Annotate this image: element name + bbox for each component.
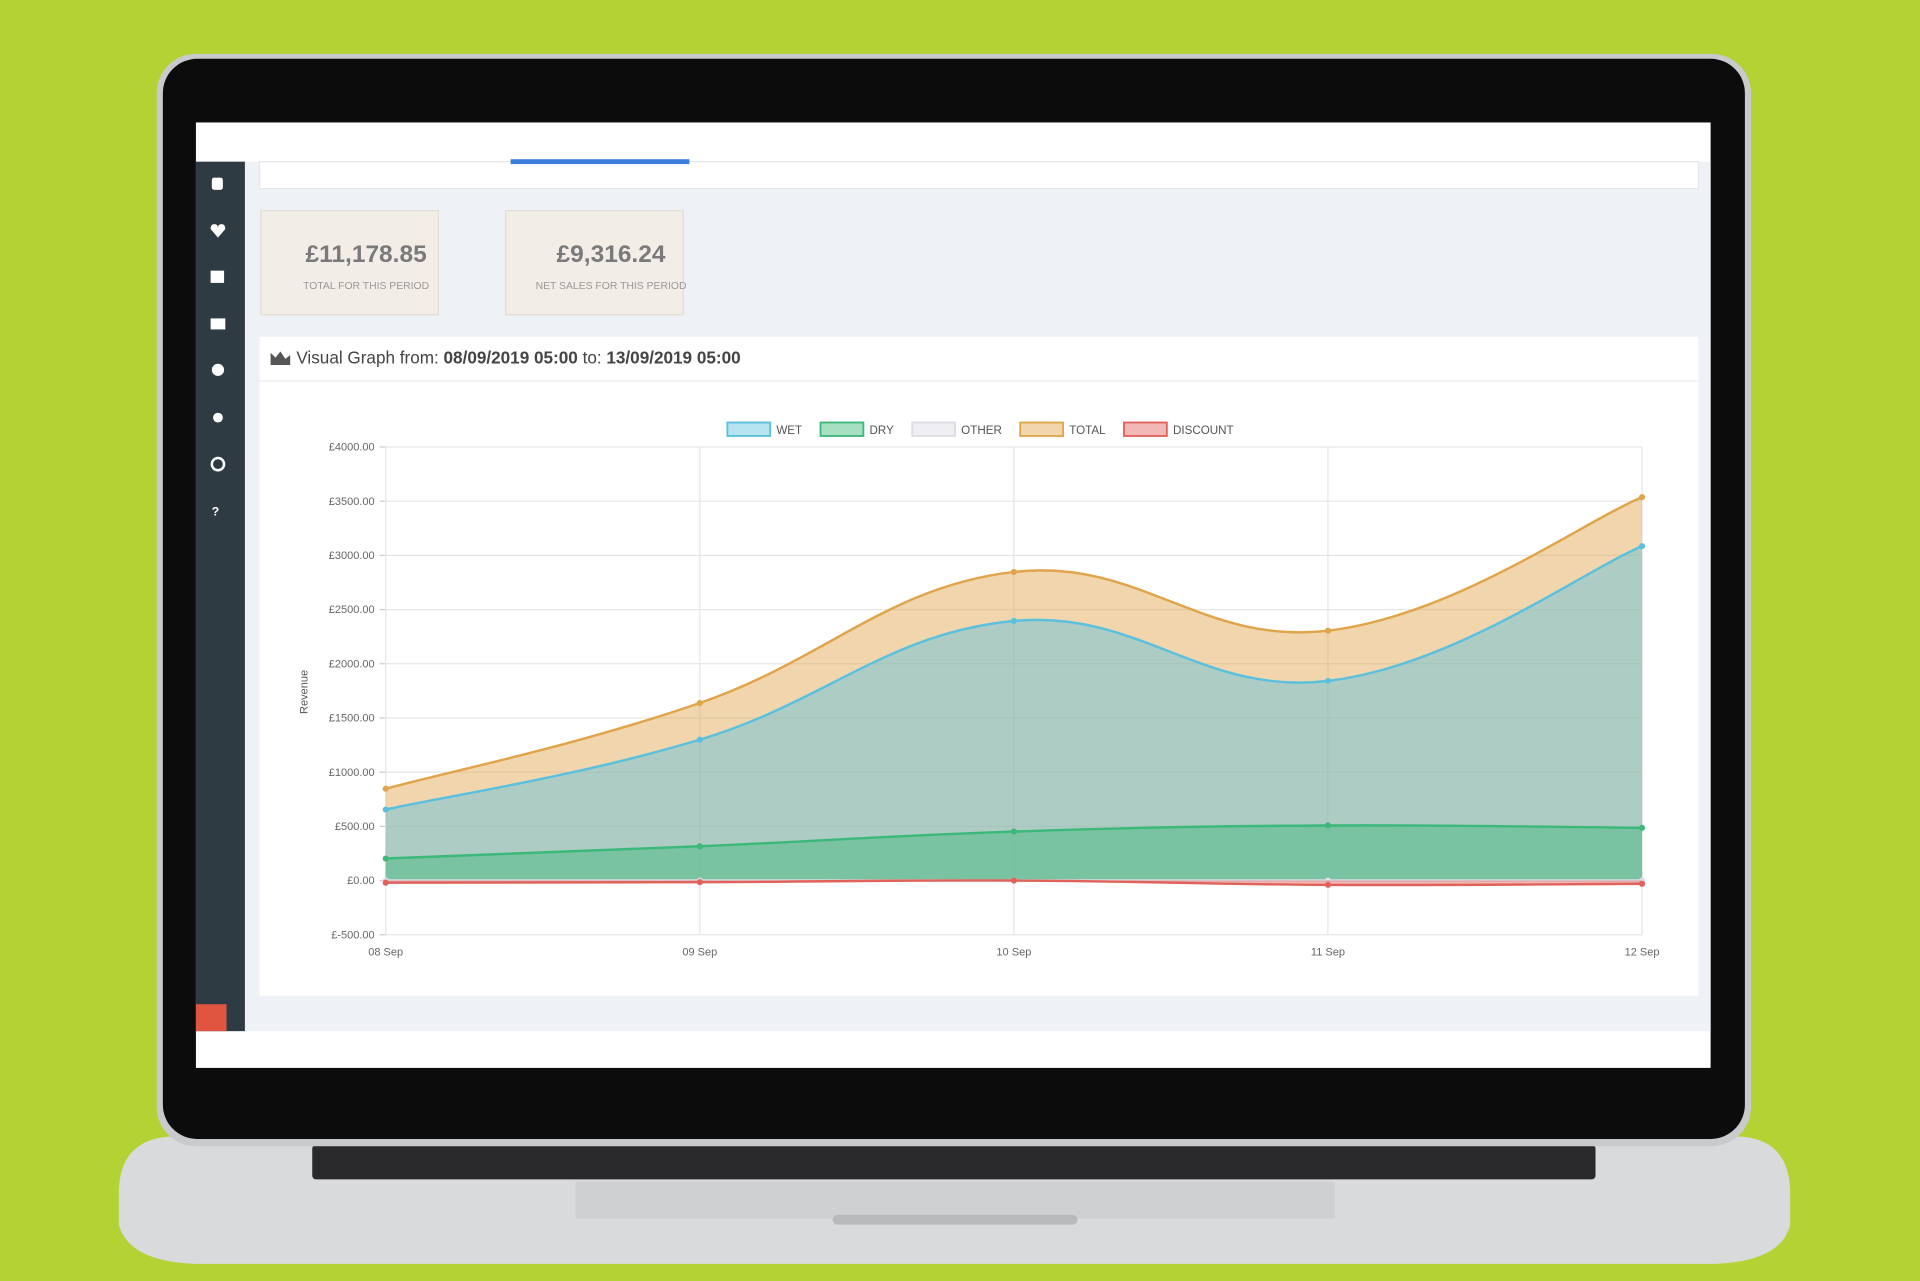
y-tick-label: £2000.00 — [329, 658, 375, 670]
trackpad — [575, 1181, 1335, 1219]
point — [382, 785, 389, 792]
point — [382, 879, 389, 886]
y-tick-label: £3500.00 — [329, 496, 375, 508]
point — [696, 699, 703, 707]
graph-header: Visual Graph from: 08/09/2019 05:00 to: … — [296, 348, 740, 368]
point — [696, 736, 703, 743]
point — [1010, 617, 1017, 625]
x-tick-label: 10 Sep — [996, 947, 1031, 959]
legend-label: DRY — [869, 424, 894, 437]
legend-label: OTHER — [961, 424, 1002, 437]
logo — [195, 1004, 227, 1032]
stat-value: £9,316.24 — [557, 241, 666, 268]
y-tick-label: £3000.00 — [329, 550, 375, 562]
stat-value: £11,178.85 — [306, 241, 427, 268]
point — [1638, 494, 1646, 501]
chart-icon — [270, 351, 291, 365]
icon[interactable] — [210, 456, 226, 472]
legend-swatch — [726, 421, 772, 437]
legend-label: TOTAL — [1069, 424, 1106, 437]
x-tick-label: 11 Sep — [1311, 947, 1345, 959]
y-tick-label: £2500.00 — [329, 604, 375, 616]
active-tab[interactable] — [510, 159, 690, 165]
icon[interactable] — [210, 224, 226, 238]
top-panel — [258, 161, 1699, 190]
point — [1638, 824, 1646, 831]
point — [1324, 822, 1332, 829]
point — [1324, 677, 1332, 684]
y-tick-label: £500.00 — [335, 821, 375, 833]
legend-swatch — [1123, 421, 1168, 437]
y-tick-label: £1500.00 — [329, 713, 375, 725]
y-tick-label: £1000.00 — [329, 767, 375, 779]
stat-label: TOTAL FOR THIS PERIOD — [303, 281, 429, 292]
header-from: 08/09/2019 05:00 — [444, 348, 578, 368]
stat-card — [505, 210, 684, 316]
point — [1324, 881, 1332, 888]
y-axis-title: Revenue — [298, 670, 310, 714]
stat-card — [260, 210, 439, 316]
point — [1324, 877, 1332, 884]
x-tick-label: 08 Sep — [368, 947, 403, 959]
stat-cards: £11,178.85 TOTAL FOR THIS PERIOD £9,316.24… — [260, 210, 687, 316]
legend-label: DISCOUNT — [1173, 424, 1234, 437]
area — [385, 546, 1643, 881]
icon[interactable] — [210, 270, 225, 283]
icon[interactable] — [211, 177, 223, 190]
icon[interactable] — [210, 318, 226, 330]
header-middle: to: — [583, 348, 602, 368]
y-tick-label: £-500.00 — [331, 929, 374, 941]
point — [1010, 568, 1017, 576]
point — [1010, 828, 1017, 835]
point — [1638, 880, 1646, 887]
legend-swatch — [911, 421, 956, 437]
point — [1324, 627, 1332, 634]
legend-swatch — [819, 421, 865, 437]
icon[interactable]: ? — [212, 505, 219, 519]
sidebar-icons: ? — [210, 177, 226, 519]
sidebar — [195, 161, 245, 1032]
stat-label: NET SALES FOR THIS PERIOD — [536, 281, 687, 292]
icon[interactable] — [211, 363, 225, 376]
notch — [832, 1214, 1078, 1225]
y-tick-label: £0.00 — [347, 875, 375, 887]
legend-label: WET — [776, 424, 802, 437]
point — [696, 879, 703, 886]
header-prefix: Visual Graph from: — [296, 348, 438, 368]
icon[interactable] — [213, 412, 223, 423]
y-tick-label: £4000.00 — [329, 442, 375, 454]
x-tick-label: 12 Sep — [1625, 947, 1660, 959]
x-tick-label: 09 Sep — [682, 947, 717, 959]
legend-swatch — [1019, 421, 1065, 437]
point — [1010, 877, 1017, 884]
area — [385, 497, 1643, 881]
keyboard — [312, 1145, 1596, 1180]
chart: £-500.00 £0.00 £500.00 £1000.00 £1500.00 £200… — [329, 421, 1660, 959]
point — [382, 806, 389, 813]
point — [696, 843, 703, 850]
point — [1638, 543, 1646, 550]
header-to: 13/09/2019 05:00 — [606, 348, 740, 368]
point — [382, 855, 389, 862]
area — [385, 825, 1643, 881]
